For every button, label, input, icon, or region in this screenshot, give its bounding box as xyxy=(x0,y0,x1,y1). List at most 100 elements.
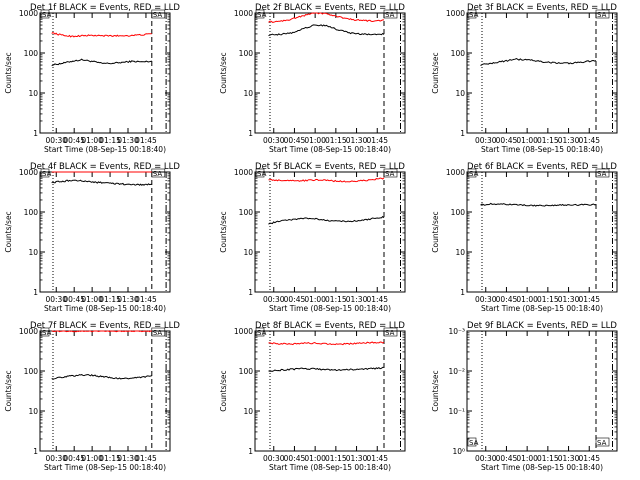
y-tick-label: 1000 xyxy=(234,9,253,18)
saa-marker-box xyxy=(255,168,265,178)
saa-marker-box xyxy=(595,9,610,19)
x-tick-label: 01:15 xyxy=(99,454,121,463)
x-tick-label: 01:00 xyxy=(81,295,103,304)
plot-frame xyxy=(39,12,171,134)
chart-title: Det 9f BLACK = Events, RED = LLD xyxy=(467,321,617,331)
y-tick-label: 100 xyxy=(239,367,254,376)
y-tick-label: 10 xyxy=(455,248,465,257)
chart-title: Det 2f BLACK = Events, RED = LLD xyxy=(255,3,405,13)
x-tick-label: 01:30 xyxy=(117,295,139,304)
saa-marker-box xyxy=(40,9,50,19)
y-tick-label: 1 xyxy=(248,129,253,138)
saa-marker: SA xyxy=(153,11,163,19)
series-line-events xyxy=(480,202,597,207)
x-axis-label: Start Time (08-Sep-15 00:18:40) xyxy=(269,145,391,154)
saa-marker: SA xyxy=(469,439,479,447)
saa-marker-box xyxy=(151,9,166,19)
saa-marker: SA xyxy=(257,170,267,178)
saa-marker-box xyxy=(383,327,398,337)
saa-marker: SA xyxy=(257,329,267,337)
x-tick-label: 01:45 xyxy=(135,295,157,304)
chart-title: Det 4f BLACK = Events, RED = LLD xyxy=(30,162,180,172)
saa-marker: SA xyxy=(597,439,607,447)
plot-frame xyxy=(39,171,171,293)
saa-marker: SA xyxy=(597,11,607,19)
y-tick-label: 10 xyxy=(243,89,253,98)
plot-frame xyxy=(254,330,406,452)
series-line-events xyxy=(268,24,385,37)
x-axis-label: Start Time (08-Sep-15 00:18:40) xyxy=(481,304,603,313)
y-axis-label: Counts/sec xyxy=(431,211,440,252)
chart-title: Det 6f BLACK = Events, RED = LLD xyxy=(467,162,617,172)
x-tick-label: 01:00 xyxy=(81,454,103,463)
x-tick-label: 00:30 xyxy=(263,454,285,463)
y-tick-label: 10 xyxy=(28,89,38,98)
y-tick-label: 10⁻³ xyxy=(448,327,465,336)
x-tick-label: 00:45 xyxy=(63,454,85,463)
y-tick-label: 1 xyxy=(460,288,465,297)
y-tick-label: 100 xyxy=(451,208,466,217)
y-axis-label: Counts/sec xyxy=(219,52,228,93)
series-line-lld xyxy=(268,341,385,346)
x-tick-label: 00:45 xyxy=(284,295,306,304)
saa-marker-box xyxy=(467,168,477,178)
y-tick-label: 10⁻² xyxy=(448,367,465,376)
x-tick-label: 01:00 xyxy=(81,136,103,145)
y-axis-label: Counts/sec xyxy=(219,211,228,252)
x-tick-label: 01:30 xyxy=(558,295,580,304)
y-tick-label: 10⁰ xyxy=(452,447,465,456)
series-line-lld xyxy=(51,32,152,38)
x-tick-label: 01:30 xyxy=(558,136,580,145)
y-tick-label: 100 xyxy=(24,367,39,376)
chart-panel-4: Det 4f BLACK = Events, RED = LLD Counts/s… xyxy=(4,162,180,313)
chart-panel-1: Det 1f BLACK = Events, RED = LLD Counts/s… xyxy=(4,3,180,154)
y-tick-label: 1 xyxy=(33,288,38,297)
x-tick-label: 00:30 xyxy=(45,136,67,145)
plot-frame xyxy=(466,171,618,293)
saa-marker: SA xyxy=(385,329,395,337)
y-tick-label: 1000 xyxy=(234,327,253,336)
saa-marker-box xyxy=(255,9,265,19)
x-tick-label: 01:15 xyxy=(99,295,121,304)
x-tick-label: 00:30 xyxy=(263,136,285,145)
x-tick-label: 01:30 xyxy=(346,136,368,145)
saa-marker-box xyxy=(40,327,50,337)
x-axis-label: Start Time (08-Sep-15 00:18:40) xyxy=(269,304,391,313)
x-tick-label: 00:30 xyxy=(45,454,67,463)
x-axis-label: Start Time (08-Sep-15 00:18:40) xyxy=(269,463,391,472)
chart-panel-8: Det 8f BLACK = Events, RED = LLD Counts/s… xyxy=(219,321,406,472)
y-axis-label: Counts/sec xyxy=(4,211,13,252)
x-tick-label: 01:30 xyxy=(117,136,139,145)
series-line-events xyxy=(268,366,385,372)
plot-frame xyxy=(254,12,406,134)
y-tick-label: 10 xyxy=(28,248,38,257)
y-tick-label: 10 xyxy=(455,89,465,98)
x-axis-label: Start Time (08-Sep-15 00:18:40) xyxy=(44,463,166,472)
x-tick-label: 01:00 xyxy=(304,295,326,304)
x-tick-label: 01:00 xyxy=(304,136,326,145)
series-line-events xyxy=(51,373,152,380)
y-axis-label: Counts/sec xyxy=(4,370,13,411)
y-tick-label: 10 xyxy=(28,407,38,416)
x-tick-label: 00:30 xyxy=(475,454,497,463)
chart-panel-3: Det 3f BLACK = Events, RED = LLD Counts/s… xyxy=(431,3,618,154)
x-tick-label: 01:30 xyxy=(346,454,368,463)
chart-title: Det 1f BLACK = Events, RED = LLD xyxy=(30,3,180,13)
saa-marker: SA xyxy=(469,11,479,19)
y-tick-label: 100 xyxy=(24,49,39,58)
saa-marker: SA xyxy=(385,11,395,19)
chart-panel-6: Det 6f BLACK = Events, RED = LLD Counts/s… xyxy=(431,162,618,313)
x-tick-label: 00:30 xyxy=(263,295,285,304)
series-line-events xyxy=(51,58,153,67)
saa-marker: SA xyxy=(469,170,479,178)
y-tick-label: 10⁻¹ xyxy=(448,407,465,416)
x-tick-label: 01:15 xyxy=(325,136,347,145)
chart-title: Det 5f BLACK = Events, RED = LLD xyxy=(255,162,405,172)
x-axis-label: Start Time (08-Sep-15 00:18:40) xyxy=(481,463,603,472)
y-axis-label: Counts/sec xyxy=(431,52,440,93)
chart-panel-2: Det 2f BLACK = Events, RED = LLD Counts/s… xyxy=(219,3,406,154)
x-tick-label: 01:15 xyxy=(537,295,559,304)
x-tick-label: 00:45 xyxy=(496,136,518,145)
saa-marker-box xyxy=(595,168,610,178)
